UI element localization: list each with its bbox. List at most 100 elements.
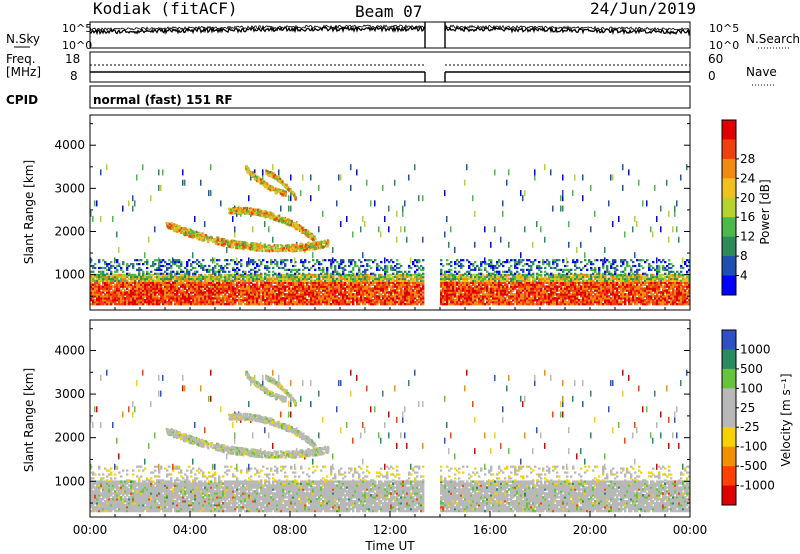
power-cell [416,295,419,298]
power-cell [182,285,185,288]
power-cell [150,300,153,304]
power-cell [594,293,597,296]
power-cell [584,252,586,259]
power-cell [174,261,177,264]
power-cell [272,287,275,290]
power-cell [198,302,201,306]
power-cell [548,299,551,302]
power-cell [98,275,101,279]
power-cell [496,285,499,288]
power-cell [640,275,643,279]
power-cell [150,287,153,290]
power-cell [398,266,401,270]
power-cell [228,287,231,290]
power-cell [486,263,489,266]
power-cell [612,297,615,300]
power-cell [260,275,263,279]
power-cell [394,295,397,298]
power-cell [136,297,139,300]
power-cell [126,297,129,300]
power-cell [112,281,115,284]
power-cell [158,266,161,270]
power-cell [554,300,557,304]
power-cell [382,275,385,279]
power-cell [598,289,601,292]
power-cell [588,259,591,262]
power-cell [112,277,115,281]
power-cell [276,302,279,306]
power-cell [534,289,537,292]
power-cell [634,277,637,281]
power-cell [450,291,453,294]
power-cell [498,295,501,298]
power-cell [100,287,103,290]
power-cell [488,264,491,268]
power-cell [412,289,415,292]
power-cell [220,285,223,288]
power-cell [182,275,185,279]
power-cell [338,283,341,286]
power-cell [356,300,359,304]
power-cell [110,266,113,270]
power-cell [614,259,617,262]
power-cell [512,289,515,292]
power-cell [584,259,587,262]
power-cell [196,291,199,294]
power-cell [398,291,401,294]
power-cell [374,291,377,294]
power-cell [526,299,529,302]
power-cell [556,279,559,283]
power-cell [144,273,147,277]
power-cell [136,289,139,292]
power-cell [180,281,183,284]
power-cell [104,299,107,302]
power-cell [244,302,247,306]
power-cell [126,275,129,279]
power-cell [508,241,510,248]
power-cell [112,295,115,298]
power-cell [528,268,531,271]
power-cell [442,273,445,277]
power-cell [176,270,179,273]
power-cell [370,297,373,300]
power-cell [102,275,105,279]
power-cell [502,261,505,264]
power-cell [96,302,99,306]
power-cell [344,289,347,292]
power-cell [350,293,353,296]
power-cell [484,295,487,298]
power-cell [132,300,135,304]
power-cell [226,275,229,279]
power-cell [454,289,457,292]
power-cell [596,277,599,281]
power-cell [566,277,569,281]
power-cell [176,295,179,298]
power-cell [286,275,289,279]
power-cell [278,275,281,279]
power-cell [166,281,169,284]
power-cell [94,287,97,290]
power-cell [168,259,171,262]
power-cell [616,277,619,281]
power-cell [628,272,631,275]
power-cell [358,293,361,296]
power-cell [298,277,301,281]
power-cell [516,261,519,264]
power-cell [480,268,483,271]
power-cell [396,289,399,292]
power-cell [392,272,395,275]
power-cell [182,179,184,186]
power-cell [518,281,521,284]
power-cell [548,264,551,268]
power-cell [562,205,564,212]
power-cell [130,263,133,266]
power-cell [142,299,145,302]
power-cell [288,285,291,288]
power-cell [314,299,317,302]
power-cell [492,293,495,296]
power-cell [588,300,591,304]
power-cell [154,259,157,262]
power-cell [564,273,567,277]
power-cell [596,285,599,288]
power-cell [580,277,583,281]
